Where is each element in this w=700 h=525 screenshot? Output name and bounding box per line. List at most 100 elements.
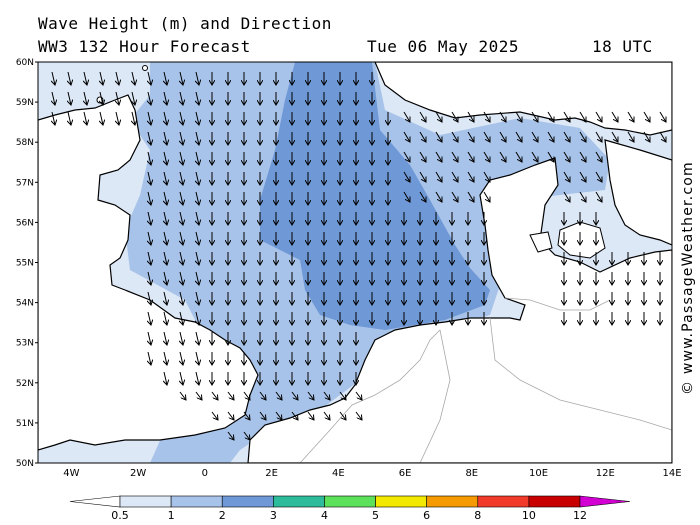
wave-direction-arrow [164, 71, 167, 85]
lat-label-54N: 54N [16, 299, 34, 309]
wave-direction-arrow [403, 151, 410, 162]
wave-direction-arrow [483, 111, 490, 122]
wave-direction-arrow [243, 391, 250, 400]
forecast-date: Tue 06 May 2025 [367, 37, 519, 56]
colorbar-low-end [69, 495, 121, 508]
wave-direction-arrow [451, 191, 458, 202]
wave-direction-arrow [419, 111, 426, 122]
shetland-island [142, 65, 148, 71]
wave-direction-arrow [180, 371, 183, 385]
wave-direction-arrow [196, 311, 199, 325]
wave-direction-arrow [467, 191, 474, 202]
wave-direction-arrow [196, 131, 199, 145]
wave-direction-arrow [148, 131, 151, 145]
great-britain-land [38, 94, 259, 451]
wave-direction-arrow [403, 191, 410, 202]
wave-direction-arrow [180, 251, 183, 265]
wave-direction-arrow [307, 391, 314, 400]
wave-direction-arrow [164, 171, 167, 185]
wave-direction-arrow [164, 111, 167, 125]
subtitle-text: WW3 132 Hour Forecast [38, 37, 251, 56]
wave-direction-arrow [164, 191, 167, 205]
wave-direction-arrow [180, 331, 183, 345]
wave-direction-arrow [148, 251, 151, 265]
wave-direction-arrow [52, 111, 55, 125]
wave-direction-arrow [196, 151, 199, 165]
colorbar-tick-label: 0.5 [111, 509, 129, 522]
wave-direction-arrow [323, 411, 330, 420]
wave-direction-arrow [180, 111, 183, 125]
wave-direction-arrow [148, 231, 151, 245]
wave-direction-arrow [419, 171, 426, 182]
wave-direction-arrow [531, 151, 538, 162]
wave-direction-arrow [52, 71, 55, 85]
wave-direction-arrow [211, 391, 218, 400]
wave-direction-arrow [291, 391, 298, 400]
wave-direction-arrow [659, 111, 666, 122]
wave-direction-arrow [595, 191, 602, 202]
wave-direction-arrow [180, 291, 183, 305]
wave-direction-arrow [116, 91, 119, 105]
colorbar: 0.5 1 2 3 4 5 6 8 10 12 [69, 495, 631, 522]
wave-direction-arrow [547, 111, 554, 122]
wave-direction-arrow [451, 171, 458, 182]
wave-direction-arrow [659, 131, 666, 142]
wave-direction-arrow [451, 151, 458, 162]
lon-label-2E: 2E [265, 468, 278, 479]
wave-direction-arrow [196, 71, 199, 85]
wave-direction-arrow [275, 411, 282, 420]
lon-label-10E: 10E [529, 468, 548, 479]
wave-direction-arrow [467, 151, 474, 162]
lon-label-14E: 14E [662, 468, 681, 479]
wave-direction-arrow [164, 251, 167, 265]
wave-direction-arrow [531, 131, 538, 142]
wave-direction-arrow [180, 311, 183, 325]
wave-direction-arrow [148, 291, 151, 305]
wave-direction-arrow [579, 111, 586, 122]
wave-direction-arrow [196, 191, 199, 205]
wave-direction-arrow [275, 391, 282, 400]
wave-direction-arrow [132, 111, 135, 125]
colorbar-segment [324, 495, 376, 508]
wave-direction-arrow [451, 111, 458, 122]
wave-direction-arrow [180, 151, 183, 165]
lat-label-55N: 55N [16, 259, 34, 269]
wave-direction-arrow [164, 151, 167, 165]
wave-direction-arrow [148, 171, 151, 185]
colorbar-tick-label: 8 [474, 509, 481, 522]
wave-direction-arrow [595, 131, 602, 142]
wave-direction-arrow [627, 111, 634, 122]
wave-direction-arrow [164, 291, 167, 305]
wave-direction-arrow [595, 111, 602, 122]
lat-label-50N: 50N [16, 459, 34, 469]
wave-direction-arrow [100, 111, 103, 125]
colorbar-tick-label: 3 [270, 509, 277, 522]
wave-direction-arrow [579, 131, 586, 142]
wave-direction-arrow [531, 111, 538, 122]
wave-direction-arrow [52, 91, 55, 105]
wave-direction-arrow [148, 351, 151, 365]
wave-direction-arrow [483, 171, 490, 182]
lat-label-59N: 59N [16, 98, 34, 108]
wave-direction-arrow [547, 151, 554, 162]
wave-direction-arrow [211, 411, 218, 420]
wave-direction-arrow [84, 91, 87, 105]
wave-direction-arrow [196, 251, 199, 265]
lat-label-56N: 56N [16, 218, 34, 228]
wave-direction-arrow [515, 131, 522, 142]
wave-direction-arrow [116, 111, 119, 125]
lat-label-51N: 51N [16, 419, 34, 429]
wave-direction-arrow [403, 171, 410, 182]
wave-direction-arrow [164, 231, 167, 245]
wave-direction-arrow [435, 151, 442, 162]
wave-direction-arrow [563, 151, 570, 162]
wave-direction-arrow [579, 191, 586, 202]
lon-label-0: 0 [202, 468, 208, 479]
wave-direction-arrow [100, 71, 103, 85]
wave-direction-arrow [196, 371, 199, 385]
wave-arrows [52, 71, 666, 440]
wave-direction-arrow [180, 351, 183, 365]
wave-direction-arrow [435, 171, 442, 182]
title-text: Wave Height (m) and Direction [38, 14, 332, 33]
wave-direction-arrow [467, 131, 474, 142]
